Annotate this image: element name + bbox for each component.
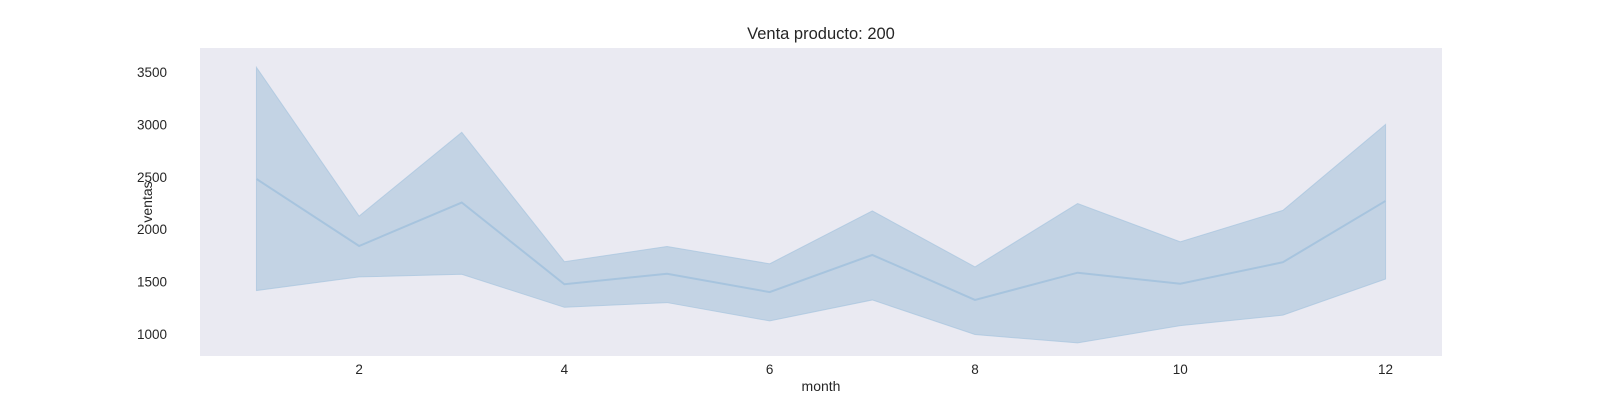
- data-point: [358, 245, 360, 247]
- data-point: [563, 283, 565, 285]
- data-point: [871, 254, 873, 256]
- series-line: [255, 178, 1387, 302]
- y-tick-label: 2000: [137, 222, 167, 237]
- y-tick-label: 3000: [137, 117, 167, 132]
- confidence-band-layer: [255, 65, 1387, 344]
- x-tick-label: 8: [971, 362, 979, 377]
- x-tick-label: 12: [1378, 362, 1393, 377]
- data-point: [769, 291, 771, 293]
- data-point: [255, 178, 257, 180]
- y-tick-label: 3500: [137, 65, 167, 80]
- data-point: [461, 202, 463, 204]
- x-tick-label: 6: [766, 362, 774, 377]
- data-point: [1077, 272, 1079, 274]
- data-point: [1179, 283, 1181, 285]
- chart-title: Venta producto: 200: [747, 25, 895, 43]
- y-tick-label: 1000: [137, 327, 167, 342]
- y-tick-label: 1500: [137, 275, 167, 290]
- x-tick-label: 4: [561, 362, 569, 377]
- data-point: [974, 299, 976, 301]
- data-point: [1282, 261, 1284, 263]
- x-tick-label: 10: [1173, 362, 1188, 377]
- x-axis-label: month: [802, 378, 841, 394]
- x-tick-label: 2: [355, 362, 363, 377]
- data-point: [666, 273, 668, 275]
- x-axis-ticks: 2 4 6 8 10 12: [355, 362, 1393, 377]
- y-axis-ticks: 1000 1500 2000 2500 3000 3500: [137, 65, 167, 342]
- y-tick-label: 2500: [137, 170, 167, 185]
- line-layer: [255, 178, 1387, 302]
- confidence-band: [255, 65, 1387, 344]
- y-axis-label: ventas: [139, 181, 155, 222]
- data-point: [1385, 200, 1387, 202]
